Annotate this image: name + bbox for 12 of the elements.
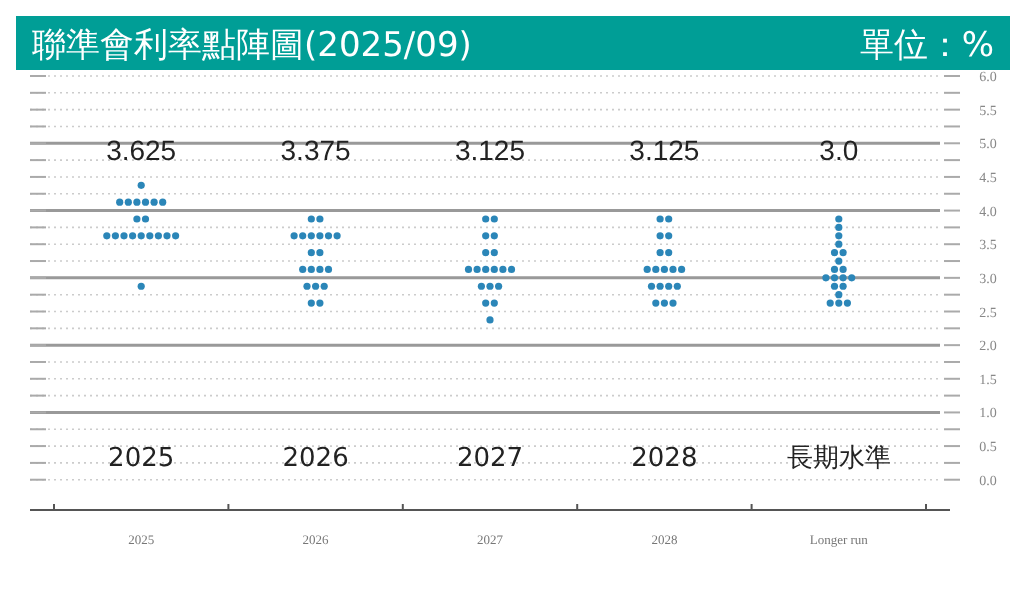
annotation: 3.0 [819,134,859,166]
x-tick-label: 2026 [282,444,349,474]
x-tick-label: 2028 [631,444,698,474]
annotation: 3.125 [629,134,700,166]
y-axis-title: 單位：% [859,26,994,66]
annotation: 3.125 [454,134,526,166]
chart-title: 聯準會利率點陣圖(2025/09) [32,26,472,66]
x-tick-label: 2025 [108,444,175,474]
x-tick-label: 長期水準 [786,444,891,474]
annotation: 3.375 [280,134,352,166]
x-tick-label: 2027 [456,444,524,474]
annotation: 3.625 [106,134,177,166]
